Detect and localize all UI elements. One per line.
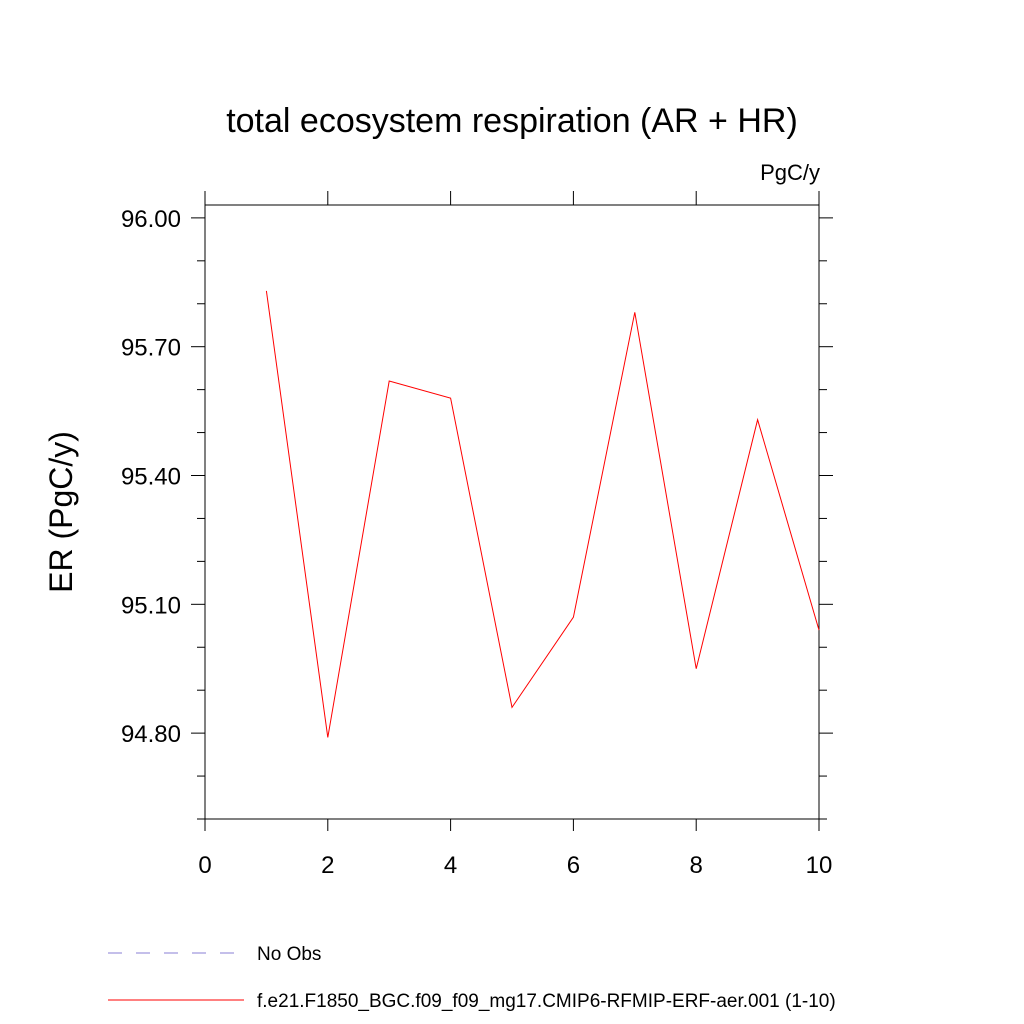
x-tick-label: 4 — [444, 852, 457, 879]
y-tick-label: 95.10 — [121, 592, 181, 619]
chart-title: total ecosystem respiration (AR + HR) — [226, 102, 798, 140]
legend: No Obs f.e21.F1850_BGC.f09_f09_mg17.CMIP… — [108, 944, 836, 1012]
x-tick-label: 8 — [690, 852, 703, 879]
x-tick-label: 0 — [198, 852, 211, 879]
x-tick-label: 10 — [806, 852, 833, 879]
y-tick-label: 94.80 — [121, 721, 181, 748]
y-tick-label: 95.40 — [121, 464, 181, 491]
units-label: PgC/y — [760, 160, 820, 185]
x-tick-label: 6 — [567, 852, 580, 879]
y-tick-label: 96.00 — [121, 206, 181, 233]
x-tick-label: 2 — [321, 852, 334, 879]
legend-label-model: f.e21.F1850_BGC.f09_f09_mg17.CMIP6-RFMIP… — [257, 991, 836, 1012]
series-layer — [265, 290, 820, 738]
y-axis-label: ER (PgC/y) — [43, 431, 79, 593]
y-tick-label: 95.70 — [121, 335, 181, 362]
axis-ticks: 0 2 4 6 8 10 94.80 95.10 95.40 95.70 96.00 — [121, 191, 833, 879]
plot-frame — [204, 204, 820, 820]
series-line — [265, 290, 820, 738]
legend-label-no-obs: No Obs — [257, 944, 321, 965]
